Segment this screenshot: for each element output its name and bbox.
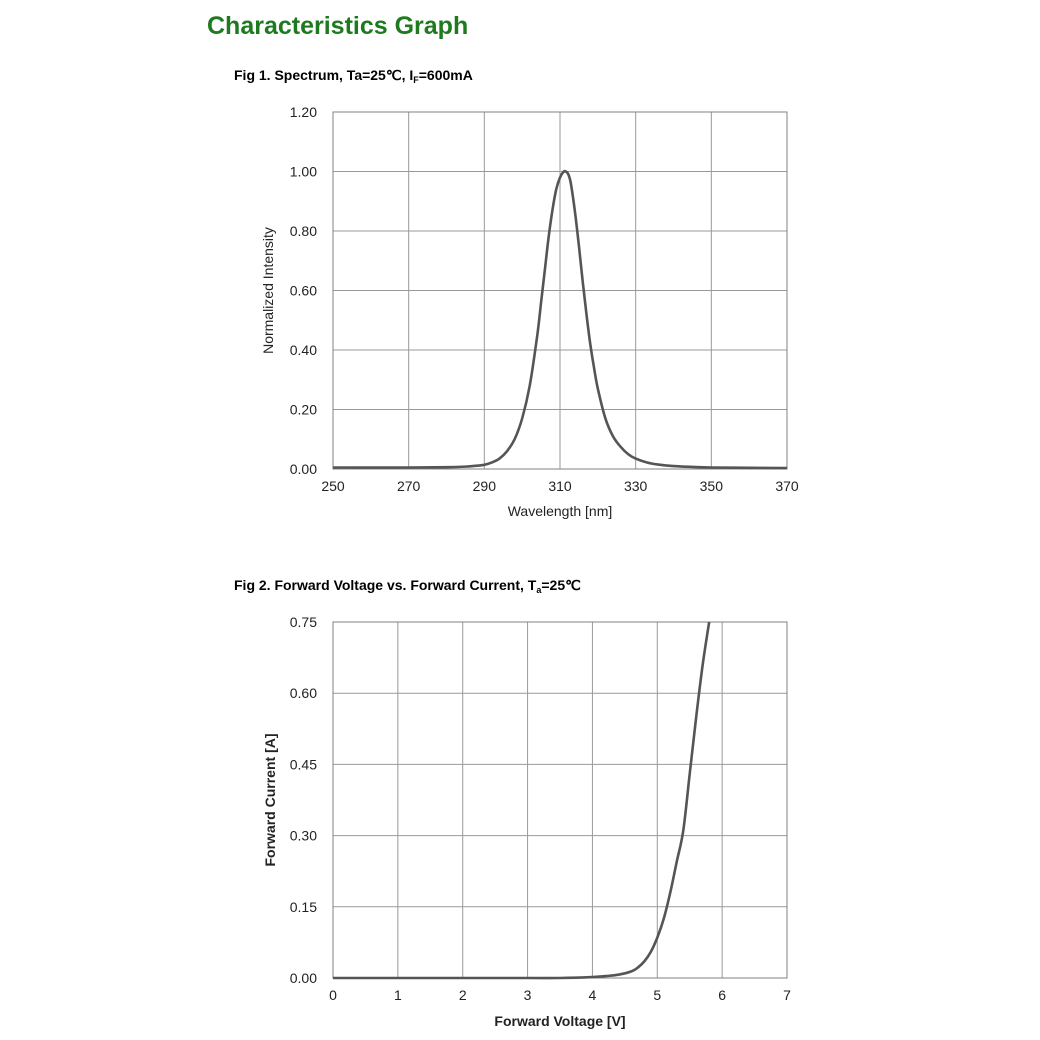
x-tick-label: 3 — [524, 987, 532, 1003]
y-tick-label: 0.30 — [290, 828, 317, 844]
x-tick-label: 1 — [394, 987, 402, 1003]
page-title: Characteristics Graph — [207, 12, 469, 40]
x-tick-label: 2 — [459, 987, 467, 1003]
y-tick-label: 0.00 — [290, 970, 317, 986]
x-tick-label: 250 — [321, 478, 345, 494]
plot-frame — [332, 111, 788, 470]
x-tick-label: 310 — [548, 478, 572, 494]
fig2-caption-suffix: =25℃ — [541, 577, 581, 593]
fig2-caption-subscript: a — [536, 585, 542, 595]
y-tick-label: 0.40 — [290, 342, 317, 358]
y-tick-label: 0.60 — [290, 685, 317, 701]
y-tick-label: 0.15 — [290, 899, 317, 915]
y-axis-title: Forward Current [A] — [262, 734, 278, 867]
spectrum-chart: 250 270 290 310 330 350 370 0.00 0.20 0.40 0.60 0.8… — [260, 104, 799, 519]
y-tick-label: 1.00 — [290, 164, 317, 180]
x-axis-title: Wavelength [nm] — [508, 503, 613, 519]
forward-iv-chart: 0 1 2 3 4 5 6 7 0.00 0.15 0.30 0.45 0.60 0.75 Forward … — [262, 614, 791, 1029]
x-tick-label: 350 — [700, 478, 724, 494]
x-tick-label: 330 — [624, 478, 648, 494]
fig1-caption: Fig 1. Spectrum, Ta=25℃, IF=600mA — [234, 67, 473, 85]
y-tick-label: 1.20 — [290, 104, 317, 120]
y-axis-title: Normalized Intensity — [260, 227, 276, 354]
y-tick-label: 0.80 — [290, 223, 317, 239]
fig2-caption: Fig 2. Forward Voltage vs. Forward Curre… — [234, 577, 581, 595]
x-tick-label: 270 — [397, 478, 421, 494]
x-axis-title: Forward Voltage [V] — [494, 1013, 625, 1029]
fig2-caption-prefix: Fig 2. Forward Voltage vs. Forward Curre… — [234, 577, 537, 593]
x-tick-label: 6 — [718, 987, 726, 1003]
fig1-caption-prefix: Fig 1. Spectrum, Ta=25℃, I — [234, 67, 414, 83]
y-tick-label: 0.45 — [290, 756, 317, 772]
fig1-caption-suffix: =600mA — [418, 67, 473, 83]
x-tick-label: 0 — [329, 987, 337, 1003]
series-line — [332, 169, 788, 470]
plot-frame — [332, 621, 788, 979]
y-tick-label: 0.20 — [290, 402, 317, 418]
x-tick-label: 290 — [473, 478, 497, 494]
y-tick-label: 0.60 — [290, 283, 317, 299]
y-tick-label: 0.75 — [290, 614, 317, 630]
x-tick-label: 4 — [589, 987, 597, 1003]
x-tick-label: 7 — [783, 987, 791, 1003]
series-line — [333, 621, 711, 980]
fig1-caption-subscript: F — [413, 75, 419, 85]
x-tick-label: 370 — [775, 478, 799, 494]
x-tick-label: 5 — [653, 987, 661, 1003]
y-tick-label: 0.00 — [290, 461, 317, 477]
